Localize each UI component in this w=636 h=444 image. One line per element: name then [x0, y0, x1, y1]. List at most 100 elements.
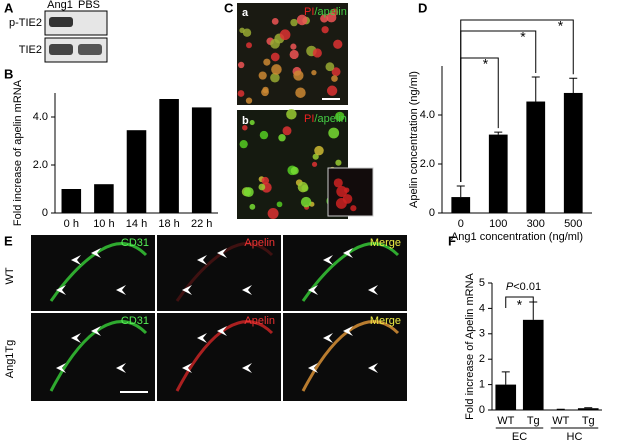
cell: [263, 58, 271, 66]
cell: [326, 12, 337, 23]
y-tick-label: 1: [479, 379, 485, 391]
significance: *: [483, 56, 489, 72]
error-bar: [501, 371, 510, 385]
blot-band: [49, 17, 73, 27]
cell: [312, 48, 322, 58]
blot-column: PBS: [78, 0, 100, 11]
x-tick-label: 22 h: [191, 218, 212, 230]
y-tick-label: 4.0: [420, 109, 435, 121]
arrowhead: [56, 285, 66, 295]
cell: [289, 49, 299, 60]
vessel: [49, 320, 148, 392]
x-tick-label: WT: [497, 415, 514, 427]
error-bar: [569, 77, 578, 93]
arrowhead: [197, 255, 207, 265]
cell: [239, 140, 248, 149]
cell: [261, 176, 270, 185]
bar: [61, 189, 82, 213]
cell: [320, 14, 329, 23]
cell: [344, 187, 350, 193]
vessel: [175, 242, 274, 302]
cell: [333, 178, 343, 188]
arrowhead: [323, 255, 333, 265]
arrowhead: [242, 363, 252, 373]
cell: [270, 72, 280, 83]
error-bar: [531, 76, 540, 102]
bar: [191, 107, 212, 213]
cell: [311, 69, 317, 76]
y-tick-label: 3: [479, 328, 485, 340]
column-label: Apelin: [244, 315, 275, 327]
panel-label: A: [4, 0, 14, 15]
arrowhead: [323, 333, 333, 343]
panel-label: D: [418, 0, 427, 15]
blot-band: [49, 44, 73, 55]
bracket: [460, 19, 574, 183]
x-tick-label: 14 h: [126, 218, 147, 230]
cell: [259, 130, 269, 140]
blot-column: Ang1: [47, 0, 73, 11]
cell: [300, 196, 312, 208]
bar: [522, 319, 544, 410]
row-label: Ang1Tg: [4, 340, 16, 379]
x-tick-label: 0: [458, 218, 464, 230]
y-tick-label: 2: [479, 353, 485, 365]
bar: [126, 130, 147, 213]
arrowhead: [56, 363, 66, 373]
cell: [311, 161, 318, 167]
blot-row: TIE2: [19, 44, 42, 56]
error-bar: [456, 185, 465, 198]
cell: [245, 97, 253, 104]
cell: [243, 187, 254, 198]
significance: *: [520, 29, 526, 45]
panel-label: C: [224, 0, 234, 15]
bar: [526, 101, 546, 213]
bar: [451, 197, 471, 213]
stain-green: /apelin: [314, 113, 346, 125]
cell: [282, 126, 292, 136]
arrowhead: [182, 285, 192, 295]
bar: [495, 384, 517, 410]
arrowhead: [343, 248, 353, 258]
cell: [328, 127, 340, 139]
arrowhead: [91, 326, 101, 336]
cell: [312, 153, 319, 160]
y-tick-label: 5: [479, 277, 485, 289]
x-tick-label: 100: [489, 218, 507, 230]
cell: [290, 18, 298, 27]
cell: [321, 26, 329, 34]
arrowhead: [197, 333, 207, 343]
y-axis-label: Fold increase of apelin mRNA: [12, 79, 24, 226]
group-label: HC: [567, 431, 583, 443]
bar: [577, 408, 599, 410]
micrograph: [157, 235, 281, 311]
cell: [242, 124, 248, 131]
cell: [276, 201, 283, 208]
cell: [297, 181, 309, 193]
subpanel-label: a: [242, 7, 249, 19]
cell: [258, 183, 266, 191]
x-tick-label: 10 h: [93, 218, 114, 230]
bracket: [460, 57, 499, 183]
x-tick-label: Tg: [527, 415, 540, 427]
arrowhead: [91, 248, 101, 258]
cell: [290, 43, 297, 50]
cell: [279, 29, 291, 41]
cell: [242, 28, 252, 37]
significance: *: [558, 18, 564, 34]
cell: [333, 39, 343, 49]
cell: [296, 14, 308, 26]
arrowhead: [308, 285, 318, 295]
cell: [325, 62, 335, 72]
arrowhead: [116, 363, 126, 373]
cell: [246, 42, 252, 49]
x-axis-label: Ang1 concentration (ng/ml): [451, 231, 583, 243]
cell: [295, 87, 306, 98]
micrograph: [31, 313, 155, 401]
y-tick-label: 2.0: [420, 158, 435, 170]
y-tick-label: 0: [429, 207, 435, 219]
bar: [159, 99, 179, 213]
column-label: Merge: [370, 315, 401, 327]
p-symbol: P: [506, 281, 514, 293]
